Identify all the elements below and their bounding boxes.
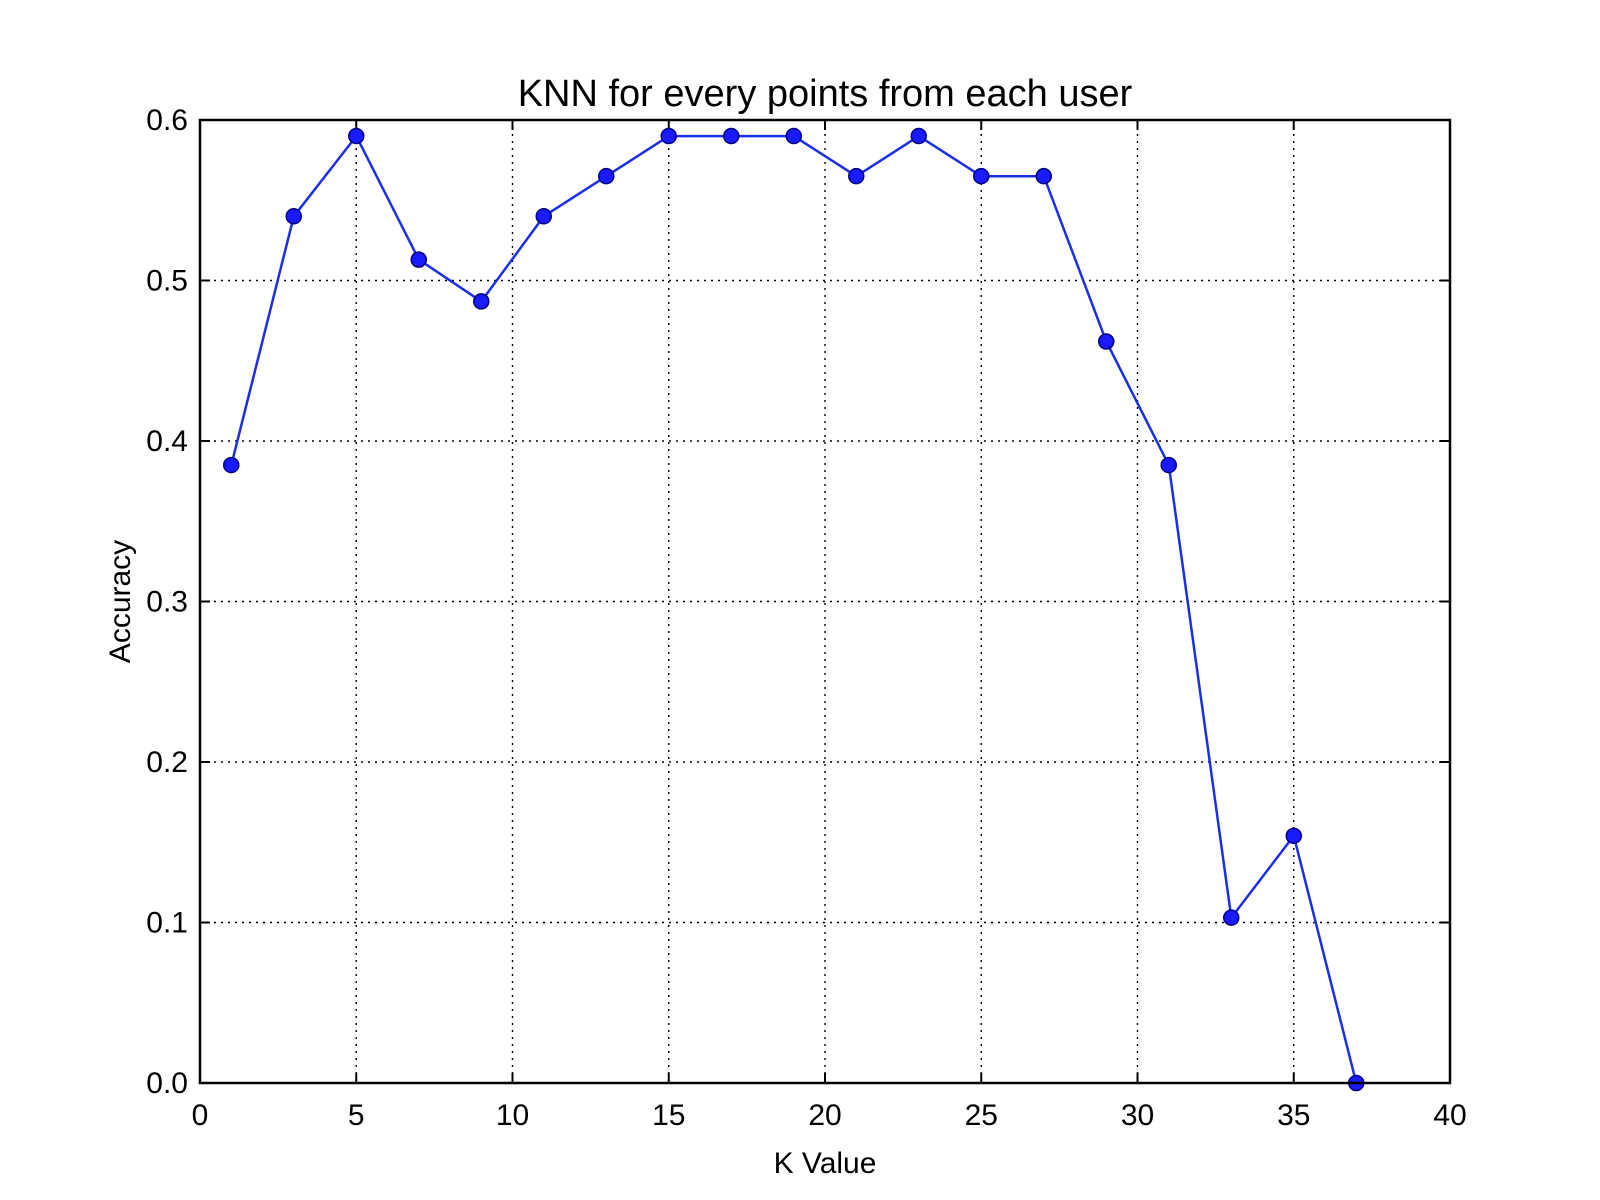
plot-frame bbox=[198, 118, 1452, 1085]
tick-labels: 0 5 10 15 20 25 30 35 40 0.0 0.1 0.2 0.3 0.4 0.5 0.6 bbox=[146, 104, 1466, 1132]
data-point bbox=[348, 127, 365, 145]
y-tick-label: 0.2 bbox=[146, 746, 188, 779]
x-tick-label: 15 bbox=[652, 1099, 685, 1132]
data-point bbox=[598, 167, 615, 185]
data-point bbox=[910, 127, 927, 145]
y-tick-label: 0.0 bbox=[146, 1067, 188, 1100]
y-tick-label: 0.3 bbox=[146, 586, 188, 619]
tick-marks bbox=[199, 119, 1451, 1084]
y-axis-label: Accuracy bbox=[104, 540, 137, 663]
x-tick-label: 40 bbox=[1433, 1099, 1466, 1132]
data-point bbox=[785, 127, 802, 145]
data-point bbox=[223, 456, 240, 474]
data-point bbox=[535, 208, 552, 225]
x-tick-label: 10 bbox=[496, 1099, 529, 1132]
series-layer bbox=[223, 127, 1365, 1092]
x-tick-label: 35 bbox=[1277, 1099, 1310, 1132]
data-point bbox=[723, 127, 740, 145]
data-point bbox=[1035, 167, 1052, 185]
chart-title: KNN for every points from each user bbox=[518, 73, 1133, 115]
x-tick-label: 25 bbox=[965, 1099, 998, 1132]
x-axis-label: K Value bbox=[774, 1147, 877, 1180]
x-tick-label: 0 bbox=[192, 1099, 209, 1132]
x-tick-label: 20 bbox=[808, 1099, 841, 1132]
data-point bbox=[848, 167, 865, 185]
data-point bbox=[1160, 456, 1177, 474]
y-tick-label: 0.4 bbox=[146, 425, 188, 458]
data-point bbox=[410, 251, 427, 268]
y-tick-label: 0.5 bbox=[146, 265, 188, 298]
data-point bbox=[285, 208, 302, 225]
grid bbox=[200, 120, 1450, 1083]
data-point bbox=[1098, 333, 1115, 350]
data-point bbox=[1223, 909, 1240, 926]
x-tick-label: 30 bbox=[1121, 1099, 1154, 1132]
data-point bbox=[660, 127, 677, 145]
data-point bbox=[973, 167, 990, 185]
y-tick-label: 0.1 bbox=[146, 907, 188, 940]
y-tick-label: 0.6 bbox=[146, 104, 188, 137]
data-point bbox=[473, 293, 490, 310]
x-tick-label: 5 bbox=[348, 1099, 365, 1132]
data-point bbox=[1285, 827, 1302, 845]
